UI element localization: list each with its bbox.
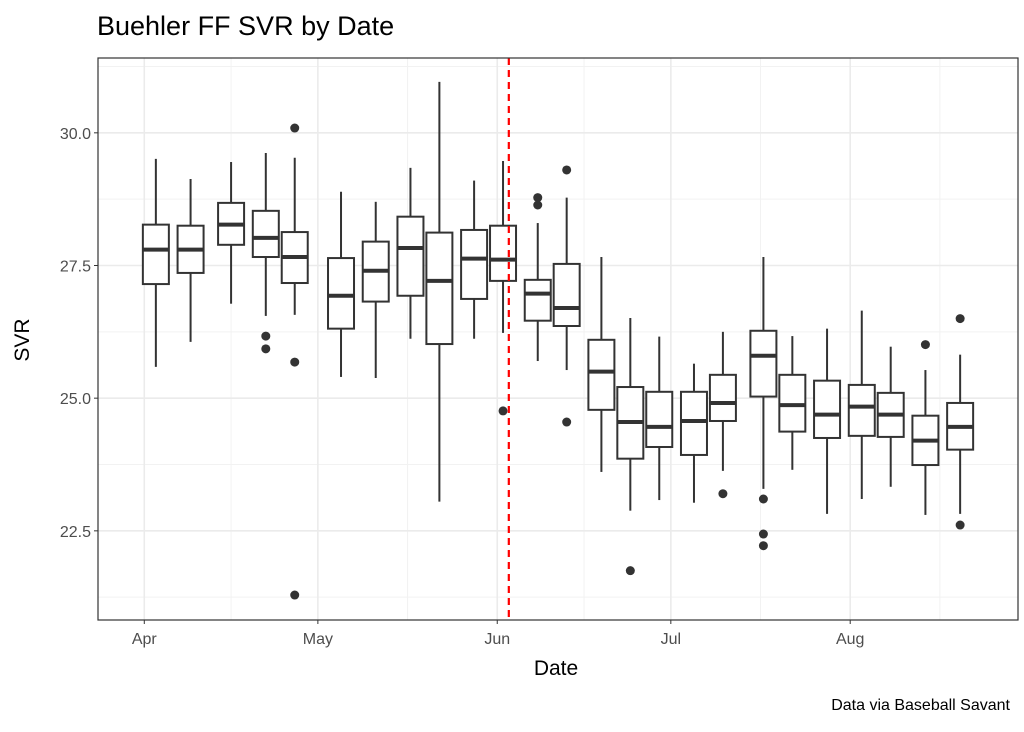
box bbox=[523, 278, 552, 322]
y-tick-label: 22.5 bbox=[60, 524, 91, 541]
box bbox=[847, 383, 876, 437]
outlier-point bbox=[290, 357, 300, 367]
x-tick-label: Apr bbox=[132, 631, 158, 648]
box bbox=[813, 379, 842, 439]
y-tick-label: 27.5 bbox=[60, 258, 91, 275]
outlier-point bbox=[625, 566, 635, 576]
y-tick-label: 25.0 bbox=[60, 391, 91, 408]
caption: Data via Baseball Savant bbox=[831, 697, 1010, 714]
box bbox=[489, 224, 518, 282]
chart-title: Buehler FF SVR by Date bbox=[97, 11, 395, 41]
box bbox=[396, 215, 425, 297]
outlier-point bbox=[533, 200, 543, 210]
outlier-point bbox=[562, 417, 572, 427]
outlier-point bbox=[758, 494, 768, 504]
box bbox=[425, 231, 454, 346]
outlier-point bbox=[955, 520, 965, 530]
outlier-point bbox=[261, 331, 271, 341]
x-axis-label: Date bbox=[533, 657, 579, 680]
outlier-point bbox=[920, 340, 930, 350]
x-tick-label: May bbox=[303, 631, 333, 648]
outlier-point bbox=[290, 590, 300, 600]
x-tick-label: Aug bbox=[836, 631, 864, 648]
box bbox=[552, 262, 581, 327]
box bbox=[679, 390, 708, 456]
x-tick-label: Jul bbox=[661, 631, 681, 648]
panel-border bbox=[97, 57, 1019, 621]
box bbox=[141, 223, 170, 286]
outlier-point bbox=[498, 406, 508, 416]
box bbox=[587, 338, 616, 411]
outlier-point bbox=[533, 193, 543, 203]
box bbox=[708, 373, 737, 422]
outlier-point bbox=[758, 529, 768, 539]
box bbox=[645, 390, 674, 448]
outlier-point bbox=[718, 489, 728, 499]
outlier-point bbox=[562, 165, 572, 175]
box bbox=[251, 209, 280, 259]
outlier-point bbox=[955, 314, 965, 324]
y-tick-label: 30.0 bbox=[60, 126, 91, 143]
box bbox=[460, 228, 489, 300]
x-tick-label: Jun bbox=[484, 631, 510, 648]
outlier-point bbox=[261, 344, 271, 354]
outlier-point bbox=[290, 123, 300, 133]
outlier-point bbox=[758, 541, 768, 551]
box bbox=[749, 329, 778, 398]
box bbox=[327, 257, 356, 330]
